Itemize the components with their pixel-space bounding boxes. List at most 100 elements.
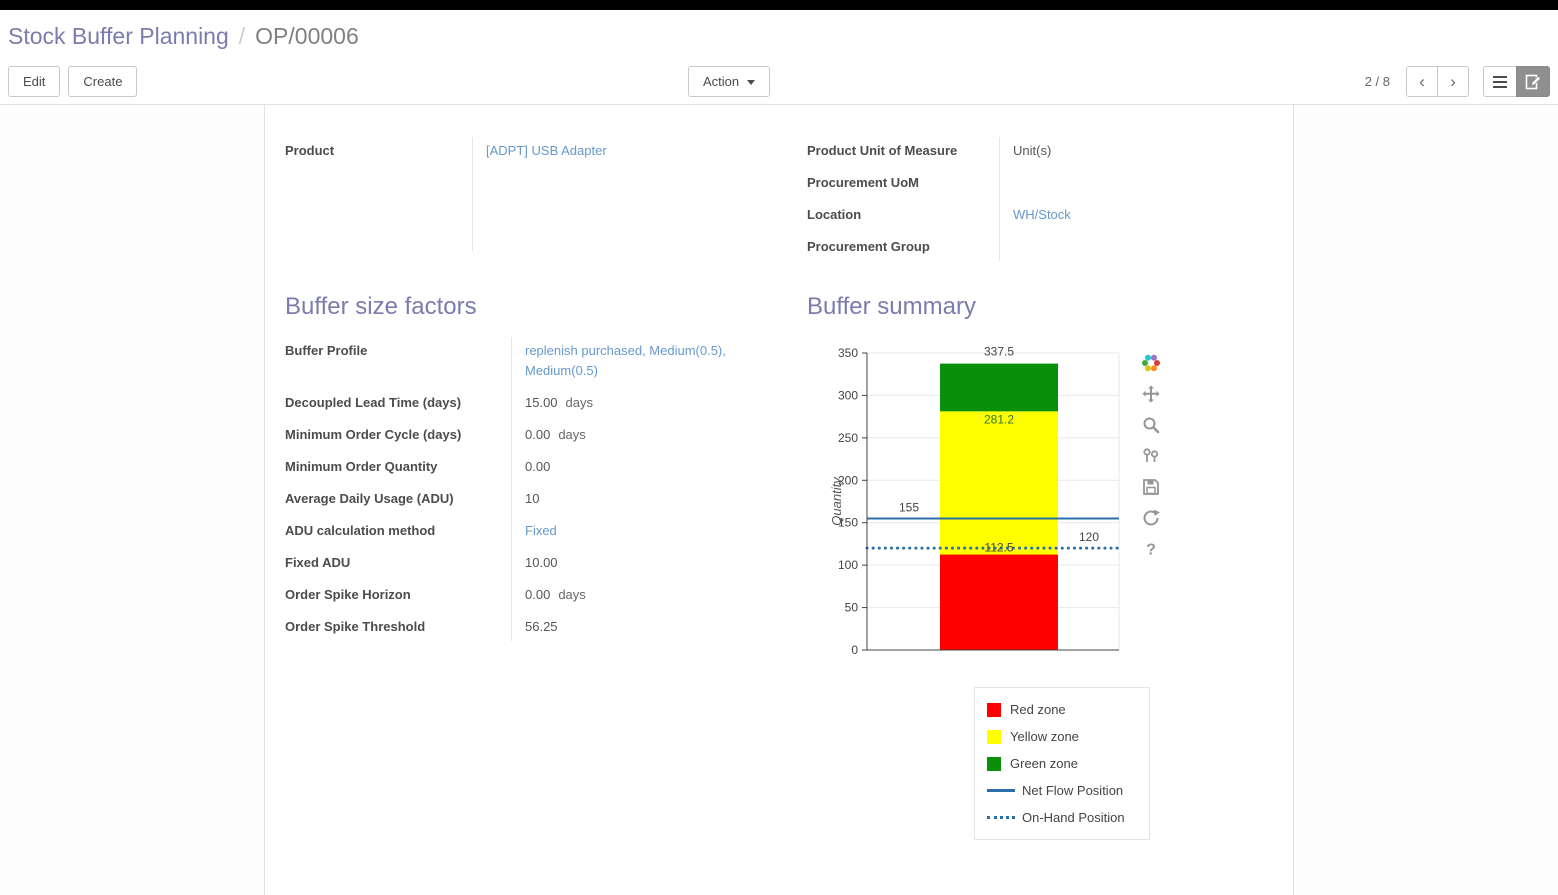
field-row: Buffer Profile replenish purchased, Mediu… xyxy=(285,335,785,387)
field-value: Fixed xyxy=(511,515,785,547)
field-value-link[interactable]: replenish purchased, Medium(0.5), Medium… xyxy=(525,343,726,378)
action-dropdown-button[interactable]: Action xyxy=(688,66,771,97)
plotly-logo-icon[interactable] xyxy=(1141,353,1161,373)
buffer-summary-title: Buffer summary xyxy=(807,293,976,320)
legend-label: Green zone xyxy=(1010,756,1078,771)
green-zone-swatch xyxy=(987,756,1001,771)
y-tick-label: 150 xyxy=(838,516,858,530)
field-row: Product Unit of Measure Unit(s) xyxy=(807,135,1271,167)
field-value xyxy=(999,167,1271,199)
field-row: ADU calculation method Fixed xyxy=(285,515,785,547)
legend-item[interactable]: Yellow zone xyxy=(987,723,1137,750)
field-row: Minimum Order Quantity 0.00 xyxy=(285,451,785,483)
field-value-text: 10.00 xyxy=(525,555,558,570)
field-row: Order Spike Horizon 0.00 days xyxy=(285,579,785,611)
red-zone-swatch xyxy=(987,702,1001,717)
field-value-text: 15.00 xyxy=(525,395,558,410)
form-view-button[interactable] xyxy=(1516,66,1550,97)
field-value-link[interactable]: WH/Stock xyxy=(1013,207,1071,222)
field-row: Order Spike Threshold 56.25 xyxy=(285,611,785,643)
field-value: 0.00 xyxy=(511,451,785,483)
red-zone-bar xyxy=(940,554,1058,650)
field-value: 10.00 xyxy=(511,547,785,579)
field-value: Unit(s) xyxy=(999,135,1271,167)
legend-item[interactable]: Net Flow Position xyxy=(987,777,1137,804)
field-value-text: 0.00 xyxy=(525,427,551,442)
field-value: replenish purchased, Medium(0.5), Medium… xyxy=(511,335,785,387)
field-value-link[interactable]: [ADPT] USB Adapter xyxy=(486,143,607,158)
list-view-button[interactable] xyxy=(1483,66,1517,97)
field-value xyxy=(999,231,1271,263)
field-value: WH/Stock xyxy=(999,199,1271,231)
field-row: Procurement UoM xyxy=(807,167,1271,199)
buffer-size-factors-title: Buffer size factors xyxy=(285,293,477,320)
pan-icon[interactable] xyxy=(1141,384,1161,404)
pager-previous-button[interactable]: ‹ xyxy=(1406,66,1438,97)
y-axis-title: Quantity xyxy=(829,476,844,526)
field-row: Product [ADPT] USB Adapter xyxy=(285,135,785,167)
net-flow-position-swatch xyxy=(987,789,1015,792)
list-view-icon xyxy=(1493,75,1507,88)
field-unit-suffix: days xyxy=(558,427,586,442)
form-view-icon xyxy=(1525,74,1542,89)
field-label: Buffer Profile xyxy=(285,343,368,358)
chart-legend: Red zone Yellow zone Green zone Net Flow Po… xyxy=(974,687,1150,840)
annotation-112.5: 112.5 xyxy=(984,541,1013,555)
uom-field-group: Product Unit of Measure Unit(s) Procuremen… xyxy=(807,135,1271,263)
legend-item[interactable]: Red zone xyxy=(987,696,1137,723)
pager-buttons: ‹ › xyxy=(1406,66,1469,97)
legend-label: Yellow zone xyxy=(1010,729,1079,744)
zoom-icon[interactable] xyxy=(1141,415,1161,435)
pager-counter: 2 / 8 xyxy=(1364,74,1390,89)
top-field-row: Product [ADPT] USB Adapter Product Unit o… xyxy=(285,135,1273,263)
field-label: Procurement UoM xyxy=(807,175,919,190)
pager-next-button[interactable]: › xyxy=(1437,66,1469,97)
field-unit-suffix: days xyxy=(558,587,586,602)
buffer-section-row: Buffer size factors Buffer Profile replen… xyxy=(285,293,1273,855)
field-row: Fixed ADU 10.00 xyxy=(285,547,785,579)
field-value: 56.25 xyxy=(511,611,785,643)
legend-label: Red zone xyxy=(1010,702,1066,717)
green-zone-bar xyxy=(940,363,1058,412)
control-panel-buttons: Edit Create xyxy=(8,66,138,97)
svg-text:?: ? xyxy=(1146,542,1156,559)
breadcrumb-separator: / xyxy=(238,23,246,49)
stacked-bar-chart: 0 50 100 150 200 250 300 350 Quantity 337.5 281.2 1… xyxy=(829,345,1121,657)
hover-icon[interactable] xyxy=(1141,446,1161,466)
yellow-zone-bar xyxy=(940,411,1058,555)
legend-item[interactable]: On-Hand Position xyxy=(987,804,1137,831)
buffer-summary-chart: 0 50 100 150 200 250 300 350 Quantity 337.5 281.2 1… xyxy=(807,335,1271,855)
field-value: 10 xyxy=(511,483,785,515)
field-value-text: 56.25 xyxy=(525,619,558,634)
help-icon[interactable]: ? xyxy=(1141,539,1161,559)
annotation-120: 120 xyxy=(1079,530,1099,544)
on-hand-position-swatch xyxy=(987,816,1015,819)
reset-icon[interactable] xyxy=(1141,508,1161,528)
field-row: Average Daily Usage (ADU) 10 xyxy=(285,483,785,515)
field-value-link[interactable]: Fixed xyxy=(525,523,557,538)
pager-and-views: 2 / 8 ‹ › xyxy=(1365,66,1550,97)
y-tick-label: 350 xyxy=(838,346,858,360)
breadcrumb-parent-link[interactable]: Stock Buffer Planning xyxy=(8,23,229,49)
legend-item[interactable]: Green zone xyxy=(987,750,1137,777)
field-value: [ADPT] USB Adapter xyxy=(472,135,785,167)
y-tick-label: 0 xyxy=(851,643,858,657)
edit-button[interactable]: Edit xyxy=(8,66,61,97)
field-label: Product Unit of Measure xyxy=(807,143,958,158)
field-label: Minimum Order Cycle (days) xyxy=(285,427,462,442)
field-label: Procurement Group xyxy=(807,239,930,254)
top-navbar xyxy=(0,0,1558,10)
yellow-zone-swatch xyxy=(987,729,1001,744)
y-tick-label: 200 xyxy=(838,473,858,487)
field-label: Order Spike Threshold xyxy=(285,619,426,634)
y-tick-label: 300 xyxy=(838,388,858,402)
field-value-text: 0.00 xyxy=(525,459,551,474)
legend-label: On-Hand Position xyxy=(1022,810,1125,825)
create-button[interactable]: Create xyxy=(68,66,138,97)
save-icon[interactable] xyxy=(1141,477,1161,497)
action-label: Action xyxy=(703,74,740,89)
action-menu: Action xyxy=(688,66,771,97)
field-value: 0.00 days xyxy=(511,419,785,451)
field-label: Average Daily Usage (ADU) xyxy=(285,491,454,506)
control-panel: Edit Create Action 2 / 8 ‹ › xyxy=(0,59,1558,105)
